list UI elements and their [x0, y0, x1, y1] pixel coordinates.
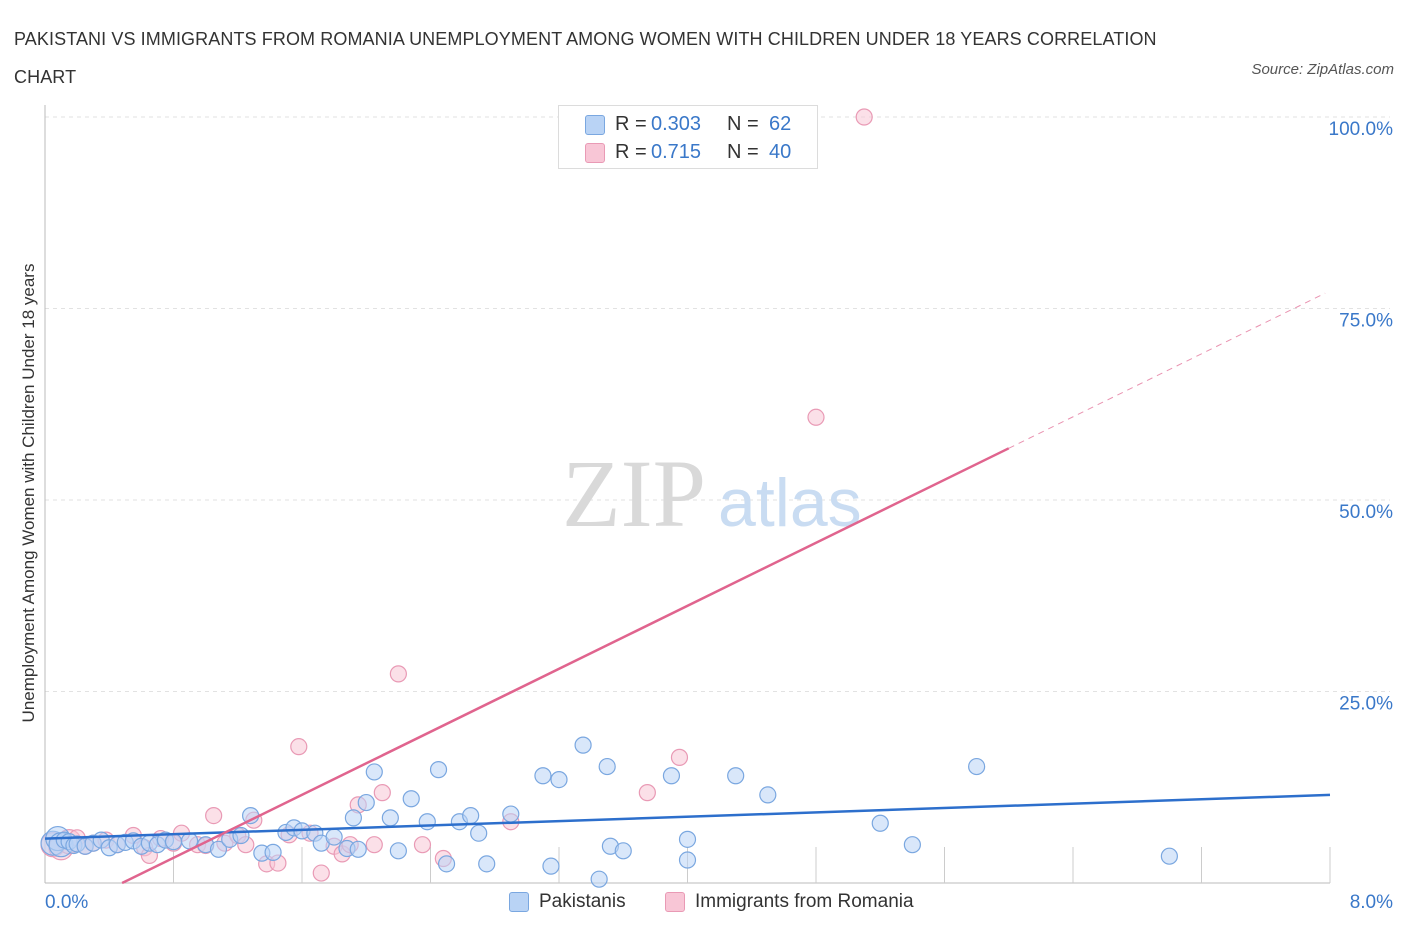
pakistani-trend-line [44, 793, 1331, 840]
pakistani-point [871, 814, 889, 832]
pakistani-point [325, 828, 343, 846]
r-label: R = [615, 113, 647, 135]
pakistani-point [365, 763, 383, 781]
romania-point [389, 665, 407, 683]
r-value: 0.715 [651, 141, 702, 163]
pakistani-point [462, 806, 480, 825]
n-value: 62 [769, 113, 792, 135]
y-tick-label: 50.0% [1339, 502, 1393, 523]
romania-swatch [585, 143, 605, 163]
chart-title: PAKISTANI VS IMMIGRANTS FROM ROMANIA UNE… [14, 29, 1157, 87]
pakistani-point [614, 842, 632, 860]
y-tick-label: 75.0% [1339, 311, 1393, 332]
pakistani-point [349, 840, 367, 858]
pakistani-point [232, 826, 250, 845]
pakistani-point [678, 830, 697, 848]
tick-labels: 25.0% 50.0% 75.0% 100.0% 0.0% 8.0% [45, 119, 1393, 913]
r-value: 0.303 [651, 113, 702, 135]
romania-point [205, 806, 223, 825]
y-tick-label: 100.0% [1329, 119, 1394, 140]
pakistani-point [502, 805, 520, 823]
pakistani-point [164, 833, 183, 851]
source-label: Source: ZipAtlas.com [1251, 61, 1394, 78]
axes [44, 105, 1331, 884]
pakistani-point [590, 870, 608, 888]
pakistani-point [542, 857, 560, 875]
pakistani-point [470, 824, 488, 842]
pakistani-point [209, 840, 228, 858]
pakistani-point [678, 851, 697, 869]
romania-legend-swatch [665, 892, 685, 912]
romania-point [855, 108, 873, 126]
r-label: R = [615, 141, 647, 163]
romania-point [365, 836, 383, 854]
pakistani-point [478, 855, 496, 873]
n-value: 40 [769, 141, 792, 163]
pakistani-point [574, 736, 592, 754]
romania-point [807, 408, 825, 426]
x-tick-label: 0.0% [45, 892, 88, 913]
pakistani-point [402, 790, 420, 808]
pakistani-point [662, 767, 681, 785]
series-legend: Pakistanis Immigrants from Romania [0, 889, 1406, 915]
n-label: N = [727, 141, 759, 163]
pakistani-point [903, 836, 921, 854]
romania-point [413, 836, 432, 854]
pakistani-point [1160, 847, 1178, 865]
pakistani-point [264, 843, 282, 861]
romania-point [312, 864, 330, 882]
romania-trend-extension [1008, 292, 1326, 449]
pakistani-point [418, 813, 436, 831]
pakistani-point [344, 809, 362, 827]
romania-point [670, 748, 689, 766]
pakistani-point [381, 809, 399, 827]
pakistani-point [357, 793, 375, 812]
pakistani-point [968, 757, 986, 776]
watermark-atlas: atlas [718, 465, 862, 541]
y-axis-label: Unemployment Among Women with Children U… [19, 264, 38, 723]
romania-point [290, 738, 308, 756]
legend-label: Immigrants from Romania [695, 891, 914, 912]
y-tick-label: 25.0% [1339, 694, 1393, 715]
pakistani-point [550, 770, 568, 789]
x-tick-label: 8.0% [1350, 892, 1393, 913]
watermark-zip: ZIP [562, 440, 706, 547]
romania-point [373, 784, 391, 802]
legend-label: Pakistanis [539, 891, 626, 912]
pakistani-point [429, 761, 448, 779]
pakistanis-swatch [585, 115, 605, 135]
pakistani-point [534, 767, 552, 785]
romania-point [638, 784, 656, 802]
trend-lines [44, 292, 1331, 885]
grid-lines [45, 116, 1390, 692]
pakistani-point [598, 757, 616, 776]
pakistani-point [437, 855, 456, 873]
pakistani-point [389, 842, 407, 860]
stats-legend: R = 0.303 N = 62 R = 0.715 N = 40 [558, 105, 818, 169]
pakistani-point [727, 767, 745, 785]
n-label: N = [727, 113, 759, 135]
pakistani-point [759, 786, 777, 804]
romania-trend-line [121, 447, 1010, 885]
pakistanis-legend-swatch [509, 892, 529, 912]
